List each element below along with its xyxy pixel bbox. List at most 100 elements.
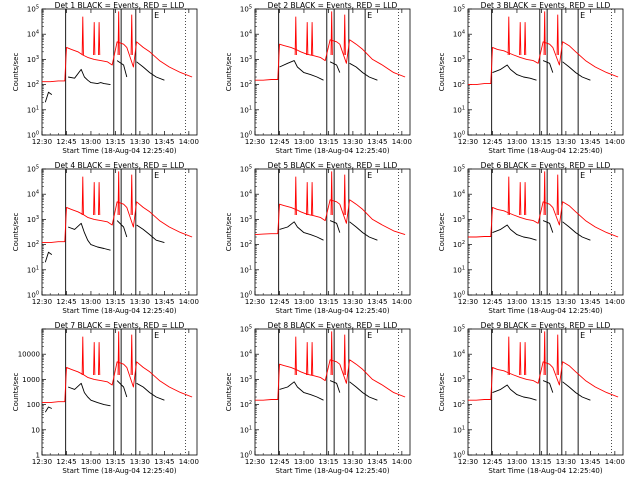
series-red-spike <box>330 331 333 375</box>
x-tick-label: 13:30 <box>343 298 363 306</box>
x-tick-label: 13:30 <box>556 298 576 306</box>
series-red-spike <box>130 334 133 375</box>
series-red-spike <box>507 16 510 55</box>
detector-panel-3: Det 3 BLACK = Events, RED = LLD 100 101 102… <box>438 1 625 155</box>
series-red-spike <box>311 182 314 215</box>
y-tick-label: 103 <box>240 215 252 224</box>
x-axis-label: Start Time (18-Aug-04 12:25:40) <box>62 147 176 155</box>
x-axis: 12:30 12:45 13:00 13:15 13:30 13:45 14:00 <box>458 169 625 306</box>
series-red-lld <box>42 41 193 83</box>
series-red-spike <box>130 14 133 55</box>
y-tick-label: 10000 <box>18 351 40 359</box>
x-tick-label: 12:30 <box>458 298 478 306</box>
series-black-events <box>542 220 554 233</box>
detector-panel-2: Det 2 BLACK = Events, RED = LLD 100 101 102… <box>225 1 412 155</box>
x-axis: 12:30 12:45 13:00 13:15 13:30 13:45 14:00 <box>32 329 199 466</box>
series-black-events <box>329 380 341 393</box>
series-red-spike <box>306 182 309 215</box>
y-tick-label: 104 <box>240 190 252 199</box>
series-black-events <box>349 381 378 401</box>
x-axis: 12:30 12:45 13:00 13:15 13:30 13:45 14:00 <box>245 329 412 466</box>
series-red-spike <box>98 182 101 215</box>
y-tick-label: 100 <box>453 291 465 300</box>
x-tick-label: 13:45 <box>580 298 600 306</box>
y-tick-label: 104 <box>27 30 39 39</box>
x-tick-label: 13:30 <box>130 138 150 146</box>
panel-title: Det 5 BLACK = Events, RED = LLD <box>268 161 398 170</box>
x-tick-label: 12:45 <box>482 458 502 466</box>
y-axis: 1 10 100 1000 10000 <box>18 328 46 460</box>
y-tick-label: 103 <box>453 375 465 384</box>
plot-frame <box>254 328 411 456</box>
y-axis: 100 101 102 103 104 105 <box>453 325 472 460</box>
event-marker-label: E <box>154 11 159 20</box>
series-red-spike <box>519 182 522 215</box>
y-tick-label: 103 <box>453 215 465 224</box>
series-red-spike <box>306 22 309 55</box>
x-tick-label: 12:30 <box>32 458 52 466</box>
series-black-events <box>329 61 341 73</box>
x-tick-label: 13:30 <box>130 458 150 466</box>
x-axis: 12:30 12:45 13:00 13:15 13:30 13:45 14:00 <box>32 169 199 306</box>
x-axis-label: Start Time (18-Aug-04 12:25:40) <box>488 467 602 475</box>
series-black-events <box>492 224 537 241</box>
y-axis: 100 101 102 103 104 105 <box>453 5 472 140</box>
x-tick-label: 13:00 <box>81 138 101 146</box>
series-black-events <box>44 406 52 413</box>
y-tick-label: 102 <box>453 80 465 89</box>
x-tick-label: 12:30 <box>458 458 478 466</box>
panel-title: Det 7 BLACK = Events, RED = LLD <box>55 321 185 330</box>
event-marker-label: E <box>367 331 372 340</box>
series-black-events <box>279 221 324 241</box>
y-tick-label: 100 <box>453 451 465 460</box>
series-black-events <box>562 221 591 241</box>
y-tick-label: 103 <box>240 55 252 64</box>
y-axis-label: Counts/sec <box>12 213 20 252</box>
y-tick-label: 105 <box>453 165 465 174</box>
y-tick-label: 104 <box>453 30 465 39</box>
series-black-events <box>44 91 53 103</box>
series-black-events <box>279 381 324 401</box>
x-tick-label: 13:45 <box>367 298 387 306</box>
y-tick-label: 105 <box>453 5 465 14</box>
x-tick-label: 12:30 <box>245 138 265 146</box>
y-tick-label: 104 <box>27 190 39 199</box>
y-axis-label: Counts/sec <box>225 53 233 92</box>
y-tick-label: 103 <box>27 55 39 64</box>
x-axis: 12:30 12:45 13:00 13:15 13:30 13:45 14:00 <box>458 329 625 466</box>
series-red-spike <box>93 22 96 55</box>
x-tick-label: 13:45 <box>154 298 174 306</box>
plot-frame <box>41 168 198 296</box>
series-red-spike <box>93 182 96 215</box>
series-red-lld <box>254 199 406 236</box>
detector-panel-4: Det 4 BLACK = Events, RED = LLD 100 101 102… <box>12 161 199 315</box>
y-tick-label: 105 <box>27 5 39 14</box>
series-red-spike <box>311 22 314 55</box>
y-tick-label: 105 <box>27 165 39 174</box>
plot-frame <box>254 168 411 296</box>
y-tick-label: 100 <box>27 401 40 409</box>
event-marker-label: E <box>580 11 585 20</box>
y-tick-label: 105 <box>240 325 252 334</box>
series-black-events <box>542 60 554 73</box>
y-tick-label: 103 <box>27 215 39 224</box>
series-red-spike <box>330 11 333 55</box>
x-tick-label: 12:45 <box>56 458 76 466</box>
x-axis-label: Start Time (18-Aug-04 12:25:40) <box>62 307 176 315</box>
series-red-spike <box>117 171 120 215</box>
y-tick-label: 102 <box>453 400 465 409</box>
x-tick-label: 13:45 <box>154 138 174 146</box>
x-tick-label: 13:15 <box>105 458 125 466</box>
plot-frame <box>467 8 624 136</box>
series-red-spike <box>330 171 333 215</box>
panel-title: Det 6 BLACK = Events, RED = LLD <box>481 161 611 170</box>
x-tick-label: 13:30 <box>343 138 363 146</box>
y-tick-label: 10 <box>31 426 40 434</box>
x-tick-label: 13:30 <box>556 458 576 466</box>
series-red-spike <box>343 174 346 215</box>
x-tick-label: 13:45 <box>154 458 174 466</box>
detector-panel-5: Det 5 BLACK = Events, RED = LLD 100 101 102… <box>225 161 412 315</box>
y-axis: 100 101 102 103 104 105 <box>240 165 259 300</box>
y-tick-label: 100 <box>240 451 252 460</box>
y-tick-label: 101 <box>453 265 465 274</box>
